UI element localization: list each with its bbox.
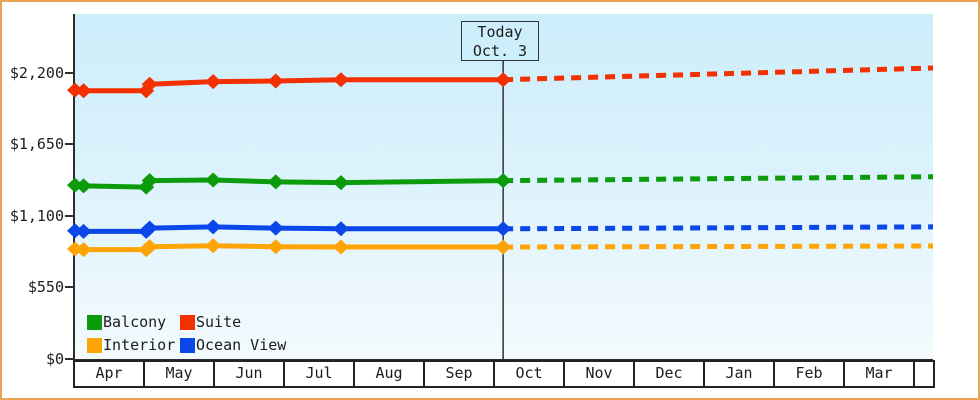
month-cell-oct: Oct <box>495 362 565 386</box>
y-tick-label: $0 <box>45 350 64 368</box>
month-cell-mar: Mar <box>845 362 915 386</box>
month-cell-jun: Jun <box>215 362 285 386</box>
data-point-marker-interior <box>267 239 284 255</box>
series-projection-suite <box>503 65 934 83</box>
data-point-marker-balcony <box>205 172 222 188</box>
month-cell-apr: Apr <box>75 362 145 386</box>
month-cell-filler <box>915 362 933 386</box>
y-tick-label: $1,650 <box>9 135 64 154</box>
legend-swatch <box>180 337 195 353</box>
y-tick-mark <box>65 71 74 74</box>
y-tick-mark <box>65 143 74 146</box>
data-point-marker-suite <box>332 72 349 88</box>
data-point-marker-balcony <box>75 178 92 194</box>
legend-item-suite: Suite <box>180 311 286 333</box>
legend-swatch <box>87 337 102 353</box>
y-tick-mark <box>65 214 74 217</box>
data-point-marker-interior <box>495 239 512 255</box>
series-projection-ocean-view <box>503 224 934 232</box>
month-cell-may: May <box>145 362 215 386</box>
data-point-marker-balcony <box>332 175 349 191</box>
today-date-label: Oct. 3 <box>472 42 528 60</box>
data-point-marker-suite <box>495 72 512 88</box>
data-point-marker-ocean-view <box>75 223 92 239</box>
plot-svg <box>67 60 934 359</box>
data-point-marker-ocean-view <box>332 221 349 237</box>
legend-item-ocean-view: Ocean View <box>180 334 286 356</box>
data-point-marker-suite <box>267 73 284 89</box>
data-point-marker-ocean-view <box>267 220 284 236</box>
today-label: Today <box>477 23 523 41</box>
y-tick-label: $2,200 <box>9 63 64 82</box>
data-point-marker-interior <box>332 239 349 255</box>
month-cell-feb: Feb <box>775 362 845 386</box>
data-point-marker-ocean-view <box>141 220 158 236</box>
data-point-marker-suite <box>75 83 92 99</box>
series-projection-interior <box>503 243 934 250</box>
x-axis-month-strip: Apr May Jun Jul Aug Sep Oct Nov Dec Jan Feb Mar <box>73 360 935 388</box>
data-point-marker-ocean-view <box>205 219 222 235</box>
legend-label: Suite <box>196 313 242 331</box>
month-cell-dec: Dec <box>635 362 705 386</box>
data-point-marker-interior <box>141 239 158 255</box>
data-point-marker-suite <box>141 76 158 92</box>
data-point-marker-balcony <box>141 173 158 189</box>
month-cell-sep: Sep <box>425 362 495 386</box>
y-tick-label: $1,100 <box>9 206 64 225</box>
month-cell-jul: Jul <box>285 362 355 386</box>
data-point-marker-ocean-view <box>495 221 512 237</box>
data-point-marker-suite <box>205 74 222 90</box>
y-tick-label: $550 <box>27 278 64 297</box>
y-tick-mark <box>65 358 74 360</box>
series-line-balcony <box>74 177 504 190</box>
legend-item-balcony: Balcony <box>87 311 180 333</box>
legend-item-interior: Interior <box>87 334 180 356</box>
month-cell-aug: Aug <box>355 362 425 386</box>
month-cell-jan: Jan <box>705 362 775 386</box>
series-projection-balcony <box>503 174 934 184</box>
legend-swatch <box>180 314 195 330</box>
month-cell-nov: Nov <box>565 362 635 386</box>
series-line-interior <box>74 243 504 253</box>
data-point-marker-interior <box>75 242 92 258</box>
y-tick-mark <box>65 286 74 289</box>
series-line-ocean-view <box>74 224 504 234</box>
legend-label: Ocean View <box>196 336 287 354</box>
legend: Balcony Suite Interior Ocean View <box>87 311 286 356</box>
today-annotation-box: Today Oct. 3 <box>461 21 539 61</box>
series-line-suite <box>74 77 504 94</box>
legend-swatch <box>87 314 102 330</box>
legend-label: Balcony <box>103 313 167 331</box>
data-point-marker-interior <box>67 241 83 257</box>
data-point-marker-balcony <box>495 173 512 189</box>
data-point-marker-interior <box>205 238 222 254</box>
legend-label: Interior <box>103 336 176 354</box>
plot-area <box>67 14 934 361</box>
data-point-marker-balcony <box>267 174 284 190</box>
